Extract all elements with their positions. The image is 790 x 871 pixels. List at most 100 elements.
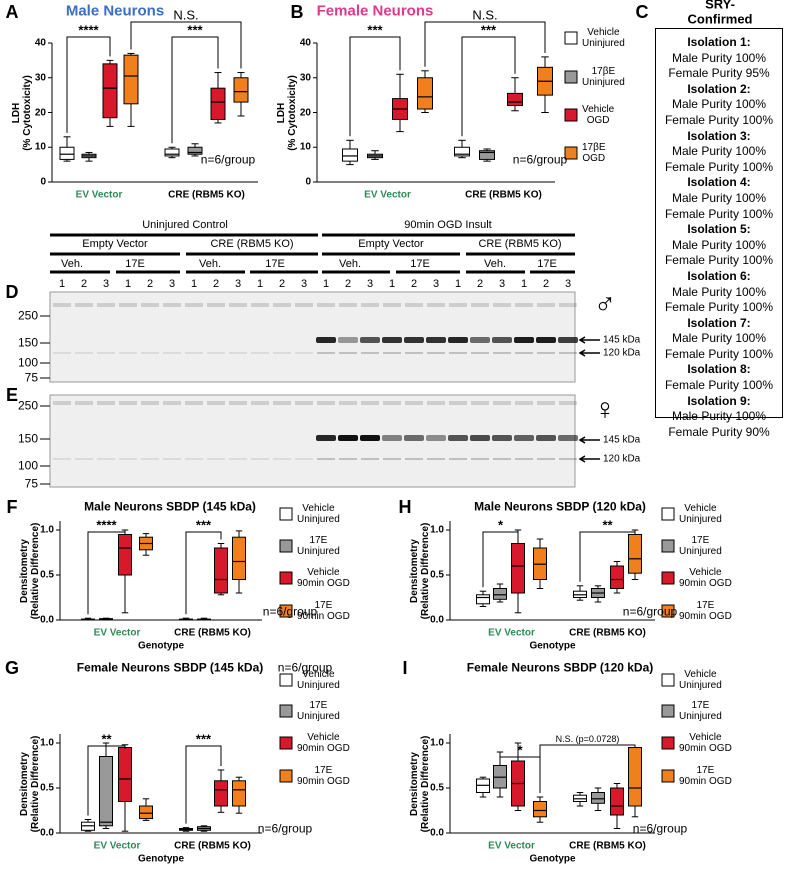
x-tick-label: EV Vector [488,840,535,852]
blot-band [449,352,467,354]
blot-band [273,458,291,460]
blot-band [404,435,424,441]
x-tick-label: EV Vector [364,189,411,201]
x-tick-label: EV Vector [93,627,141,639]
y-axis-label: Densitometry (Relative Difference) [408,735,431,832]
significance-bracket [482,531,519,588]
blot-band [471,458,489,460]
isolation-name: Isolation 1: [687,35,751,49]
blot-band [493,303,511,307]
blot-band [449,401,467,405]
blot-band [141,303,159,307]
significance-bracket [185,745,222,824]
blot-band [119,303,137,307]
x-tick-label: CRE (RBM5 KO) [174,627,251,639]
isolation: Isolation 6: Male Purity 100% Female Purit… [665,269,773,316]
isolation: Isolation 1: Male Purity 100% Female Purit… [668,35,769,82]
blot-band [338,435,358,441]
lane-number: 3 [168,277,176,290]
blot-vector: CRE (RBM5 KO) [210,237,294,250]
blot-band [53,303,71,307]
legend-swatch [564,70,578,84]
significance-label: *** [195,731,212,747]
legend-swatch [279,604,293,618]
y-axis-label: LDH (% Cytotoxicity) [275,74,298,151]
blot-band [141,401,159,405]
band-label: 145 kDa [603,334,641,346]
box [610,565,624,589]
blot-band [383,401,401,405]
y-tick-label: 1.0 [40,524,54,536]
x-tick-label: CRE (RBM5 KO) [168,189,245,201]
lane-number: 2 [212,277,220,290]
blot-band [492,337,512,343]
isolation-purity: Male Purity 100% [671,284,767,299]
blot-band [493,401,511,405]
significance-label: *** [367,22,383,38]
blot-band [339,352,357,354]
mw-marker: 100 [17,355,38,370]
lane-number: 1 [454,277,462,290]
blot-band [449,303,467,307]
isolation: Isolation 4: Male Purity 100% Female Purit… [665,175,773,222]
n-note: n=6/group [257,821,313,836]
lane-number: 2 [476,277,484,290]
chart-title: Female Neurons [316,2,434,20]
blot-band [515,352,533,354]
blot-band [119,458,137,460]
panel-letter: D [5,281,19,302]
legend-swatch [661,604,675,618]
y-tick-label: 0.5 [430,782,444,794]
isolation: Isolation 7: Male Purity 100% Female Purit… [665,316,773,363]
blot-band [75,458,93,460]
blot-drug: 17E [410,257,430,270]
blot-band [207,458,225,460]
blot-band [163,458,181,460]
box [139,805,153,820]
blot-band [338,337,358,343]
blot-band [361,401,379,405]
blot-band [185,352,203,354]
lane-number: 1 [256,277,264,290]
y-axis-label: Densitometry (Relative Difference) [408,522,431,619]
blot-band [75,401,93,405]
blot-band [97,352,115,354]
chart-title: Male Neurons SBDP (145 kDa) [84,499,256,514]
significance-bracket [171,36,219,144]
significance-label: **** [96,517,117,533]
isolation-name: Isolation 8: [687,362,751,377]
significance-bracket [461,36,516,137]
significance-label: **** [78,22,99,38]
blot-band [449,458,467,460]
isolation-name: Isolation 3: [687,128,751,143]
significance-bracket [66,36,111,133]
legend-label: 17βE Uninjured [582,65,625,88]
blot-band [185,458,203,460]
box [214,547,228,594]
box [479,150,495,160]
blot-band [360,337,380,343]
blot-band [316,337,336,343]
lane-number: 1 [190,277,198,290]
blot-band [427,401,445,405]
blot-band [383,303,401,307]
chart-title: Female Neurons SBDP (120 kDa) [466,660,654,675]
blot-band [119,352,137,354]
lane-number: 3 [300,277,308,290]
blot-band [559,458,577,460]
box [417,77,433,110]
legend-label: Vehicle 90min OGD [297,731,350,754]
band-arrow [578,455,600,463]
isolation-purity: Male Purity 100% [671,331,767,346]
isolation-purity: Male Purity 100% [671,50,767,65]
box [123,54,139,105]
y-tick-label: 1.0 [430,737,444,749]
panel-letter: E [5,384,19,405]
lane-number: 3 [432,277,440,290]
blot-band [404,337,424,343]
legend-label: Vehicle 90min OGD [679,566,732,589]
lane-number: 1 [58,277,66,290]
isolation: Isolation 5: Male Purity 100% Female Purit… [665,222,773,269]
box [628,534,642,574]
significance-bracket [87,745,126,816]
